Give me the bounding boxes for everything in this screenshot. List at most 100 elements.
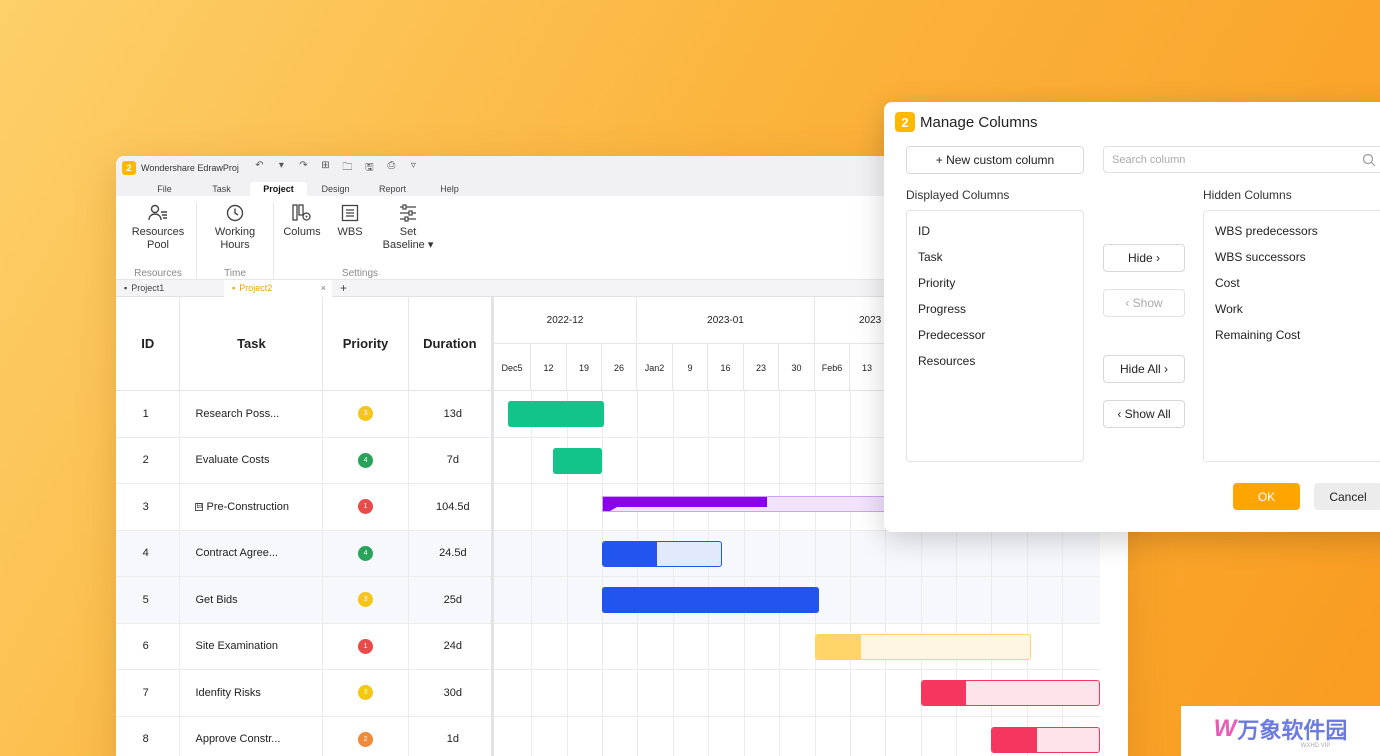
menu-project[interactable]: Project (250, 182, 307, 196)
displayed-column-item[interactable]: Progress (918, 302, 967, 316)
table-row[interactable]: 3 ⊟ Pre-Construction 1 104.5d (116, 484, 491, 531)
cell-duration: 30d (443, 686, 462, 699)
ribbon-group-resources: Resources Pool Resources (120, 202, 197, 279)
cell-id: 7 (116, 670, 181, 716)
displayed-column-item[interactable]: Resources (918, 354, 976, 368)
customize-dropdown-icon[interactable]: ▿ (410, 159, 416, 171)
gantt-gridline (708, 391, 709, 756)
priority-badge: 4 (358, 452, 374, 468)
table-row[interactable]: 6 Site Examination 1 24d (116, 623, 491, 670)
hidden-column-item[interactable]: WBS predecessors (1215, 224, 1318, 238)
cell-duration: 1d (446, 733, 459, 746)
header-id[interactable]: ID (116, 297, 181, 390)
cell-priority: 2 (323, 716, 409, 756)
close-tab-icon[interactable]: × (320, 283, 326, 293)
working-hours-label-2: Hours (220, 239, 250, 251)
menu-report[interactable]: Report (378, 184, 406, 194)
hidden-column-item[interactable]: Cost (1215, 276, 1240, 290)
header-duration[interactable]: Duration (423, 336, 477, 351)
task-name: Approve Constr... (195, 733, 281, 746)
print-icon[interactable]: ⎙ (387, 159, 396, 171)
new-tab-button[interactable]: + (340, 281, 348, 295)
cell-id: 5 (116, 577, 181, 623)
search-column-input[interactable]: Search column (1103, 146, 1380, 173)
task-name: Pre-Construction (206, 500, 290, 513)
show-button[interactable]: ‹ Show (1103, 289, 1185, 317)
doc-tab-project1[interactable]: ▪ Project1 (116, 280, 224, 297)
columns-button[interactable]: Colums (280, 202, 324, 268)
cancel-button[interactable]: Cancel (1314, 483, 1380, 510)
priority-badge: 4 (358, 545, 374, 561)
gantt-task-bar[interactable] (553, 447, 602, 474)
cell-duration: 7d (446, 454, 459, 467)
wbs-button[interactable]: WBS (328, 202, 372, 268)
hidden-column-item[interactable]: Work (1215, 302, 1243, 316)
undo-icon[interactable]: ↶ (255, 159, 264, 171)
task-name: Contract Agree... (195, 547, 279, 560)
ribbon-group-time: Working Hours Time (197, 202, 274, 279)
gantt-gridline (637, 391, 638, 756)
gantt-task-bar[interactable] (602, 587, 819, 613)
open-folder-icon[interactable]: 🗀 (342, 161, 353, 173)
app-logo-icon: 2 (895, 112, 915, 132)
menu-design[interactable]: Design (321, 184, 350, 194)
resources-pool-button[interactable]: Resources Pool (126, 202, 190, 268)
displayed-column-item[interactable]: ID (918, 224, 930, 238)
gantt-week-label: 12 (531, 344, 567, 391)
displayed-column-item[interactable]: Task (918, 250, 943, 264)
manage-columns-dialog: 2 Manage Columns + New custom column Sea… (884, 102, 1380, 532)
gantt-bar-progress (922, 681, 967, 705)
document-tabs: ▪ Project1 ▪ Project2 × + (116, 279, 1128, 297)
new-file-icon[interactable]: ⊞ (321, 159, 330, 171)
hide-button[interactable]: Hide › (1103, 244, 1185, 272)
header-task[interactable]: Task (180, 297, 324, 390)
cell-priority: 3 (323, 391, 409, 437)
ok-button[interactable]: OK (1233, 483, 1300, 510)
gantt-row (494, 530, 1100, 577)
collapse-icon[interactable]: ⊟ (195, 502, 204, 511)
columns-gear-icon (292, 202, 312, 224)
clock-icon (226, 202, 244, 224)
cell-priority: 1 (323, 623, 409, 669)
displayed-column-item[interactable]: Predecessor (918, 328, 986, 342)
gantt-gridline (991, 391, 992, 756)
table-row[interactable]: 7 Idenfity Risks 3 30d (116, 670, 491, 717)
table-row[interactable]: 2 Evaluate Costs 4 7d (116, 437, 491, 484)
hidden-column-item[interactable]: Remaining Cost (1215, 328, 1301, 342)
displayed-columns-list: ID Task Priority Progress Predecessor Resourc… (906, 210, 1084, 462)
doc-tab-project2[interactable]: ▪ Project2 × (224, 279, 332, 297)
ribbon-group-label: Resources (134, 268, 182, 279)
gantt-task-bar[interactable] (508, 401, 604, 427)
set-baseline-button[interactable]: Set Baseline ▾ (376, 202, 440, 268)
gantt-task-bar[interactable] (602, 540, 723, 567)
new-custom-column-button[interactable]: + New custom column (906, 146, 1084, 174)
cell-duration: 25d (443, 593, 462, 606)
cell-priority: 3 (323, 670, 409, 716)
gantt-task-bar[interactable] (815, 633, 1031, 660)
cell-id: 1 (116, 391, 181, 437)
save-icon[interactable]: 🖫 (365, 161, 374, 173)
show-all-button[interactable]: ‹ Show All (1103, 400, 1185, 428)
gantt-task-bar[interactable] (991, 726, 1100, 753)
working-hours-button[interactable]: Working Hours (203, 202, 267, 268)
table-header: ID Task Priority Duration (116, 297, 491, 391)
hide-all-button[interactable]: Hide All › (1103, 355, 1185, 383)
menu-task[interactable]: Task (212, 184, 231, 194)
table-row[interactable]: 8 Approve Constr... 2 1d (116, 716, 491, 756)
gantt-week-label: 19 (567, 344, 602, 391)
table-row[interactable]: 5 Get Bids 3 25d (116, 577, 491, 624)
table-row[interactable]: 1 Research Poss... 3 13d (116, 391, 491, 438)
cell-priority: 4 (323, 530, 409, 576)
gantt-gridline (815, 391, 816, 756)
menu-help[interactable]: Help (440, 184, 459, 194)
document-icon: ▪ (124, 283, 128, 293)
menu-file[interactable]: File (157, 184, 172, 194)
gantt-task-bar[interactable] (921, 680, 1100, 706)
gantt-row (494, 624, 1100, 670)
table-row[interactable]: 4 Contract Agree... 4 24.5d (116, 530, 491, 577)
redo-icon[interactable]: ↷ (299, 159, 308, 171)
header-priority[interactable]: Priority (323, 297, 409, 390)
undo-dropdown-icon[interactable]: ▾ (278, 159, 284, 171)
hidden-column-item[interactable]: WBS successors (1215, 250, 1306, 264)
displayed-column-item[interactable]: Priority (918, 276, 956, 290)
